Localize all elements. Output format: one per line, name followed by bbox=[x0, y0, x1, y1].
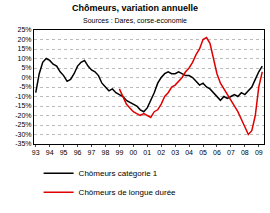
svg-text:-15%: -15% bbox=[15, 102, 31, 109]
svg-text:03: 03 bbox=[171, 149, 179, 156]
svg-text:01: 01 bbox=[143, 149, 151, 156]
svg-text:00: 00 bbox=[129, 149, 137, 156]
svg-text:94: 94 bbox=[46, 149, 54, 156]
svg-text:09: 09 bbox=[255, 149, 263, 156]
svg-text:93: 93 bbox=[32, 149, 40, 156]
svg-text:15%: 15% bbox=[18, 45, 32, 52]
svg-text:98: 98 bbox=[102, 149, 110, 156]
svg-text:10%: 10% bbox=[18, 55, 32, 62]
svg-text:0%: 0% bbox=[21, 74, 31, 81]
svg-text:Chômeurs de longue durée: Chômeurs de longue durée bbox=[79, 188, 177, 197]
svg-text:97: 97 bbox=[88, 149, 96, 156]
svg-text:20%: 20% bbox=[18, 36, 32, 43]
svg-text:-25%: -25% bbox=[15, 121, 31, 128]
svg-text:04: 04 bbox=[185, 149, 193, 156]
svg-text:-5%: -5% bbox=[19, 83, 31, 90]
svg-text:06: 06 bbox=[213, 149, 221, 156]
svg-text:02: 02 bbox=[157, 149, 165, 156]
svg-text:08: 08 bbox=[241, 149, 249, 156]
svg-text:Chômeurs catégorie 1: Chômeurs catégorie 1 bbox=[79, 169, 158, 178]
svg-text:Chômeurs, variation annuelleSo: Chômeurs, variation annuelleSources : Da… bbox=[72, 3, 198, 24]
svg-text:-20%: -20% bbox=[15, 112, 31, 119]
svg-text:5%: 5% bbox=[21, 64, 31, 71]
svg-text:07: 07 bbox=[227, 149, 235, 156]
svg-text:05: 05 bbox=[199, 149, 207, 156]
svg-text:96: 96 bbox=[74, 149, 82, 156]
svg-text:25%: 25% bbox=[18, 26, 32, 33]
svg-text:95: 95 bbox=[60, 149, 68, 156]
svg-text:-10%: -10% bbox=[15, 93, 31, 100]
svg-text:-30%: -30% bbox=[15, 131, 31, 138]
svg-text:-35%: -35% bbox=[15, 140, 31, 147]
svg-text:99: 99 bbox=[115, 149, 123, 156]
